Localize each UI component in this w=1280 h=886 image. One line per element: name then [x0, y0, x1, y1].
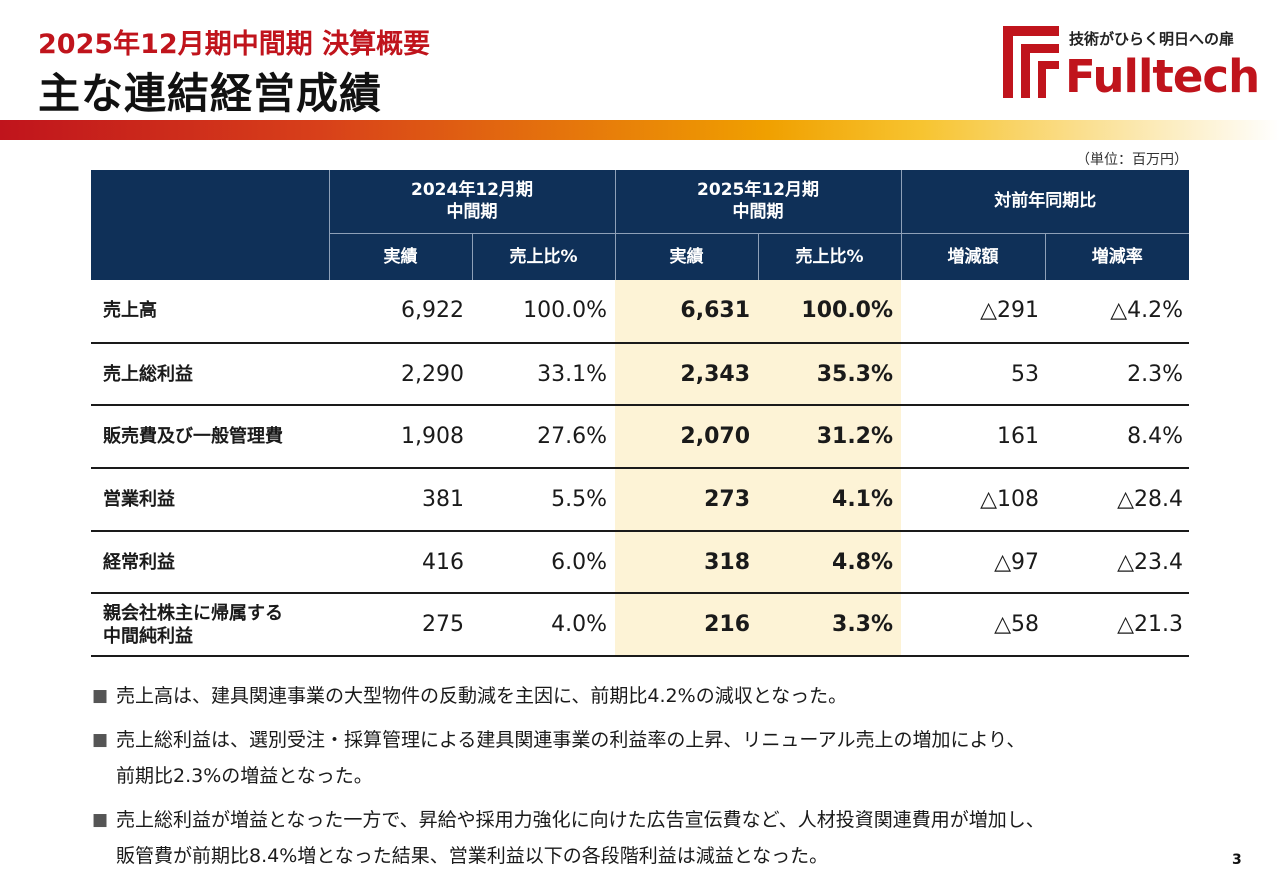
- subheader-cur-actual: 実績: [614, 232, 759, 280]
- table-row: 経常利益 416 6.0% 318 4.8% △97 △23.4: [91, 530, 1190, 595]
- table-row: 親会社株主に帰属する 中間純利益 275 4.0% 216 3.3% △58 △…: [91, 593, 1190, 658]
- header-yoy: 対前年同期比: [900, 170, 1190, 233]
- cell-prev-actual: 2,290: [329, 342, 472, 407]
- row-label: 売上総利益: [91, 342, 329, 407]
- cell-cur-ratio: 3.3%: [758, 593, 902, 658]
- row-label: 営業利益: [91, 468, 329, 532]
- note-item: ■ 売上総利益は、選別受注・採算管理による建具関連事業の利益率の上昇、リニューア…: [92, 722, 1242, 794]
- header-cur-line2: 中間期: [732, 202, 784, 223]
- cell-diff-amount: △108: [901, 468, 1046, 532]
- header-prev-period: 2024年12月期 中間期: [328, 170, 616, 233]
- page-title: 主な連結経営成績: [38, 69, 383, 118]
- cell-prev-ratio: 100.0%: [472, 280, 616, 344]
- subheader-prev-ratio: 売上比%: [471, 232, 616, 280]
- subheader-cur-ratio: 売上比%: [757, 232, 902, 280]
- fulltech-logo-icon: [1003, 26, 1059, 98]
- cell-cur-ratio: 4.1%: [758, 468, 902, 532]
- unit-note: （単位：百万円）: [1076, 152, 1188, 168]
- cell-prev-ratio: 4.0%: [472, 593, 616, 658]
- cell-cur-actual: 2,343: [615, 342, 759, 407]
- cell-prev-ratio: 27.6%: [472, 405, 616, 470]
- subheader-diff-rate: 増減率: [1044, 232, 1190, 280]
- logo-tagline: 技術がひらく明日への扉: [1069, 30, 1235, 48]
- header-prev-line2: 中間期: [446, 202, 498, 223]
- row-label-line1: 親会社株主に帰属する: [103, 602, 283, 624]
- cell-cur-actual: 2,070: [615, 405, 759, 470]
- cell-prev-actual: 416: [329, 530, 472, 595]
- square-bullet-icon: ■: [92, 730, 109, 750]
- page-subtitle: 2025年12月期中間期 決算概要: [38, 29, 431, 60]
- company-logo: 技術がひらく明日への扉 Fulltech: [1003, 24, 1260, 104]
- cell-prev-ratio: 33.1%: [472, 342, 616, 407]
- subheader-diff-amount: 増減額: [900, 232, 1046, 280]
- cell-diff-rate: △23.4: [1045, 530, 1190, 595]
- header-cur-period: 2025年12月期 中間期: [614, 170, 902, 233]
- row-label: 販売費及び一般管理費: [91, 405, 329, 470]
- cell-diff-rate: △21.3: [1045, 593, 1190, 658]
- cell-prev-ratio: 5.5%: [472, 468, 616, 532]
- cell-cur-actual: 318: [615, 530, 759, 595]
- cell-cur-actual: 216: [615, 593, 759, 658]
- cell-diff-amount: △97: [901, 530, 1046, 595]
- cell-cur-actual: 273: [615, 468, 759, 532]
- cell-diff-rate: △4.2%: [1045, 280, 1190, 344]
- cell-diff-amount: △58: [901, 593, 1046, 658]
- square-bullet-icon: ■: [92, 686, 109, 706]
- table-row: 売上総利益 2,290 33.1% 2,343 35.3% 53 2.3%: [91, 342, 1190, 407]
- header-prev-line1: 2024年12月期: [411, 180, 533, 201]
- row-label: 経常利益: [91, 530, 329, 595]
- row-label: 売上高: [91, 280, 329, 344]
- cell-diff-rate: 8.4%: [1045, 405, 1190, 470]
- cell-diff-amount: △291: [901, 280, 1046, 344]
- subheader-prev-actual: 実績: [328, 232, 472, 280]
- table-header-row: 2024年12月期 中間期 2025年12月期 中間期 対前年同期比: [91, 170, 1190, 280]
- header-gradient-band: [0, 120, 1280, 140]
- cell-cur-actual: 6,631: [615, 280, 759, 344]
- note-item: ■ 売上高は、建具関連事業の大型物件の反動減を主因に、前期比4.2%の減収となっ…: [92, 678, 1242, 714]
- cell-diff-rate: △28.4: [1045, 468, 1190, 532]
- cell-prev-actual: 381: [329, 468, 472, 532]
- cell-prev-actual: 6,922: [329, 280, 472, 344]
- cell-cur-ratio: 100.0%: [758, 280, 902, 344]
- table-subheader-row: 実績 売上比% 実績 売上比% 増減額 増減率: [91, 232, 1190, 280]
- results-table: 2024年12月期 中間期 2025年12月期 中間期 対前年同期比 実績 売上…: [91, 170, 1190, 658]
- table-row: 営業利益 381 5.5% 273 4.1% △108 △28.4: [91, 468, 1190, 532]
- header-cur-line1: 2025年12月期: [697, 180, 820, 201]
- cell-cur-ratio: 4.8%: [758, 530, 902, 595]
- note-item: ■ 売上総利益が増益となった一方で、昇給や採用力強化に向けた広告宣伝費など、人材…: [92, 802, 1242, 874]
- cell-diff-amount: 161: [901, 405, 1046, 470]
- note-line: 前期比2.3%の増益となった。: [116, 765, 373, 787]
- header-label-cell: [91, 170, 329, 280]
- table-row: 売上高 6,922 100.0% 6,631 100.0% △291 △4.2%: [91, 280, 1190, 344]
- note-line: 売上高は、建具関連事業の大型物件の反動減を主因に、前期比4.2%の減収となった。: [116, 685, 848, 707]
- row-label: 親会社株主に帰属する 中間純利益: [91, 593, 329, 658]
- row-label-line2: 中間純利益: [103, 625, 193, 647]
- note-line: 売上総利益は、選別受注・採算管理による建具関連事業の利益率の上昇、リニューアル売…: [116, 729, 1026, 751]
- logo-wordmark: Fulltech: [1065, 50, 1260, 103]
- cell-diff-rate: 2.3%: [1045, 342, 1190, 407]
- page-number: 3: [1232, 852, 1242, 868]
- cell-diff-amount: 53: [901, 342, 1046, 407]
- note-line: 売上総利益が増益となった一方で、昇給や採用力強化に向けた広告宣伝費など、人材投資…: [116, 809, 1045, 831]
- cell-cur-ratio: 31.2%: [758, 405, 902, 470]
- square-bullet-icon: ■: [92, 810, 109, 830]
- cell-prev-actual: 275: [329, 593, 472, 658]
- cell-prev-actual: 1,908: [329, 405, 472, 470]
- note-line: 販管費が前期比8.4%増となった結果、営業利益以下の各段階利益は減益となった。: [116, 845, 829, 867]
- commentary-notes: ■ 売上高は、建具関連事業の大型物件の反動減を主因に、前期比4.2%の減収となっ…: [92, 678, 1242, 882]
- cell-prev-ratio: 6.0%: [472, 530, 616, 595]
- table-row: 販売費及び一般管理費 1,908 27.6% 2,070 31.2% 161 8…: [91, 405, 1190, 470]
- cell-cur-ratio: 35.3%: [758, 342, 902, 407]
